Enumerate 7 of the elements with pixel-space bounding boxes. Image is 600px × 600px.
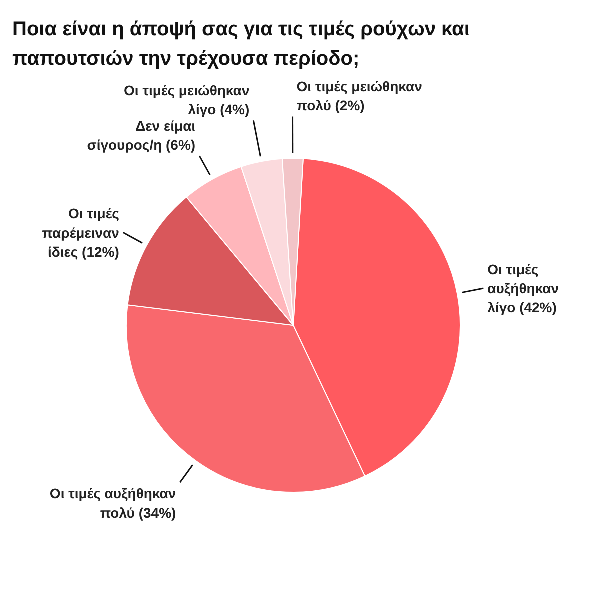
slice-label: Δεν είμαι σίγουρος/η (6%) xyxy=(87,118,196,154)
slice-label: Οι τιμές μειώθηκαν πολύ (2%) xyxy=(296,78,423,114)
slice-label: Οι τιμές αυξήθηκαν πολύ (34%) xyxy=(50,486,176,521)
chart-title: Ποια είναι η άποψή σας για τις τιμές ρούχων και παπουτσιών την τρέχουσα περίοδο; xyxy=(12,18,470,70)
slice-label: Οι τιμές αυξήθηκαν λίγο (42%) xyxy=(488,261,560,316)
slice-label: Οι τιμές παρέμειναν ίδιες (12%) xyxy=(42,206,120,260)
slice-label: Οι τιμές μειώθηκαν λίγο (4%) xyxy=(124,82,250,118)
